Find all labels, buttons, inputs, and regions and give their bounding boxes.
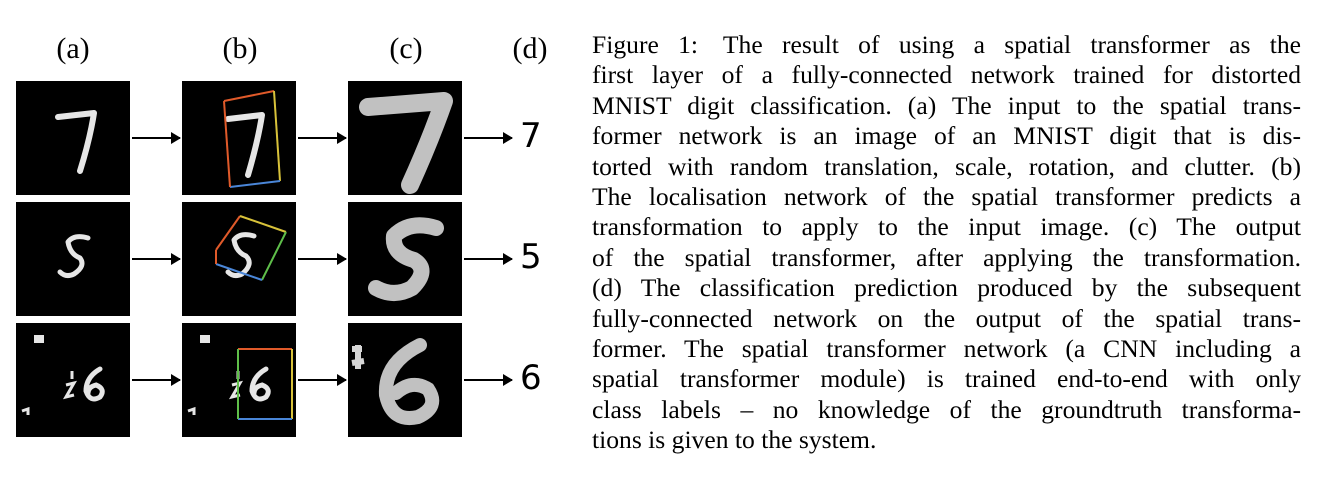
digit-7-input-image — [55, 110, 97, 174]
caption-line: tions is given to the system. — [592, 425, 877, 455]
column-label-b: (b) — [222, 32, 258, 65]
arrow-c-to-d-row1 — [464, 132, 513, 144]
arrow-b-to-c-row3 — [298, 374, 347, 386]
transformed-image-row2 — [348, 202, 462, 316]
column-label-c: (c) — [389, 32, 423, 65]
digit-7-output-image — [359, 92, 453, 194]
column-label-d: (d) — [512, 32, 548, 65]
arrow-a-to-b-row1 — [132, 132, 181, 144]
prediction-row3: 6 — [520, 358, 542, 398]
caption-line: former. The spatial transformer network … — [592, 334, 1301, 364]
arrow-b-to-c-row1 — [298, 132, 347, 144]
localisation-image-row2 — [182, 202, 296, 316]
input-image-row1 — [16, 81, 130, 195]
transformed-image-row3 — [348, 323, 462, 437]
caption-line: MNIST digit classification. (a) The inpu… — [592, 90, 1301, 120]
caption-line: torted with random translation, scale, r… — [592, 151, 1301, 181]
input-image-row3 — [16, 323, 130, 437]
localisation-image-row3 — [182, 323, 296, 437]
caption-line: first layer of a fully-connected network… — [592, 60, 1301, 90]
digit-6-transform-box-image — [187, 335, 293, 420]
arrow-c-to-d-row2 — [464, 253, 513, 265]
localisation-image-row1 — [182, 81, 296, 195]
caption-line: of the spatial transformer, after applyi… — [592, 242, 1301, 272]
digit-5-input-image — [57, 234, 91, 279]
prediction-row1: 7 — [520, 116, 542, 156]
caption-line: The localisation network of the spatial … — [592, 182, 1301, 212]
figure-caption: Figure 1: The result of using a spatial … — [592, 30, 1301, 456]
caption-line: spatial transformer module) is trained e… — [592, 364, 1301, 394]
digit-5-output-image — [368, 217, 444, 301]
input-image-row2 — [16, 202, 130, 316]
digit-7-transform-box-image — [223, 90, 281, 188]
arrow-b-to-c-row2 — [298, 253, 347, 265]
caption-line: fully-connected network on the output of… — [592, 303, 1301, 333]
caption-line: class labels – no knowledge of the groun… — [592, 394, 1301, 424]
caption-line: former network is an image of an MNIST d… — [592, 121, 1301, 151]
transformed-image-row1 — [348, 81, 462, 195]
prediction-row2: 5 — [520, 237, 542, 277]
digit-6-output-image — [351, 338, 440, 425]
arrow-a-to-b-row2 — [132, 253, 181, 265]
caption-line: transformation to apply to the input ima… — [592, 212, 1301, 242]
digit-5-transform-box-image — [215, 215, 287, 281]
caption-line: (d) The classification prediction produc… — [592, 273, 1301, 303]
arrow-a-to-b-row3 — [132, 374, 181, 386]
digit-6-cluttered-input-image — [21, 335, 105, 415]
caption-line: Figure 1: The result of using a spatial … — [592, 30, 1301, 59]
arrow-c-to-d-row3 — [464, 374, 513, 386]
figure-label: Figure 1: — [592, 30, 699, 59]
column-label-a: (a) — [56, 32, 90, 65]
